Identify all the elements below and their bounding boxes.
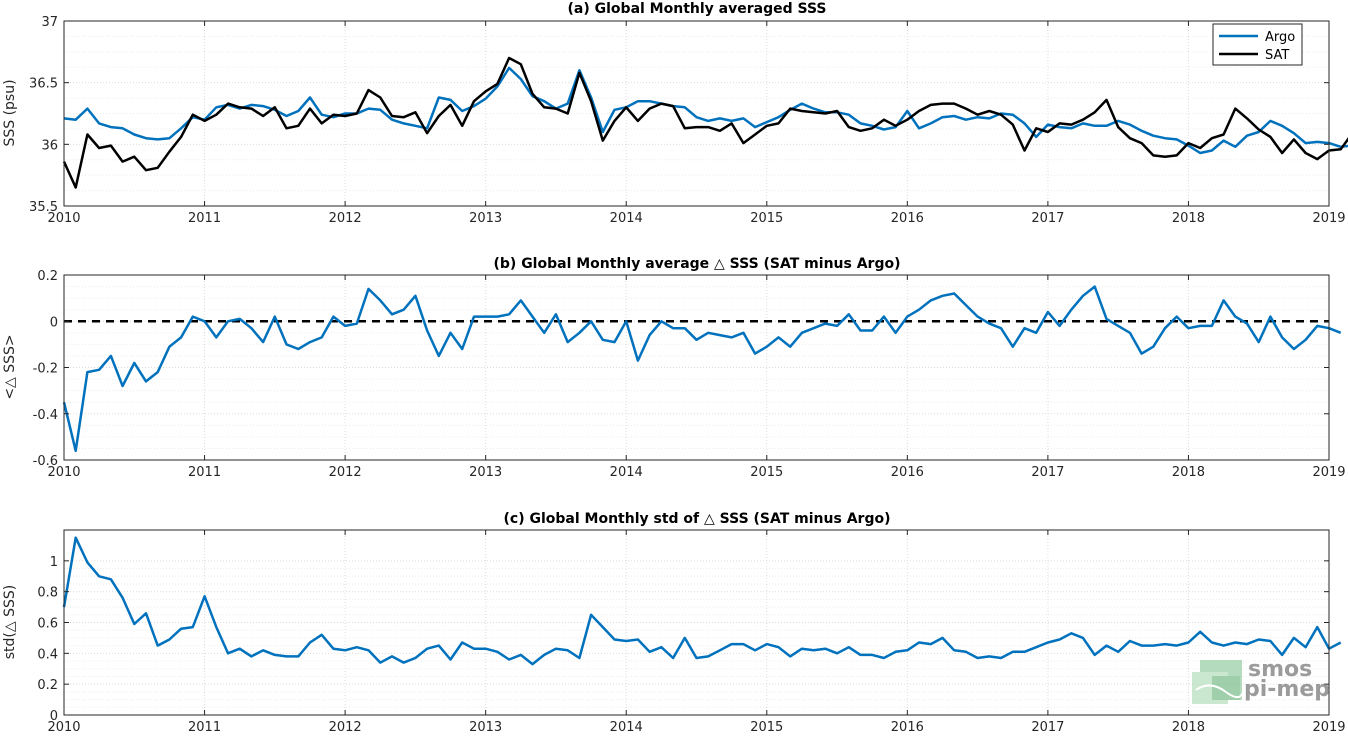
x-tick-label: 2018	[1172, 465, 1205, 480]
panel-b-ylabel: <△ SSS>	[2, 334, 18, 399]
panel-b-title: (b) Global Monthly average △ SSS (SAT mi…	[494, 256, 901, 272]
y-tick-label: -0.2	[33, 362, 58, 377]
y-tick-label: 0	[50, 315, 58, 330]
x-tick-label: 2018	[1172, 211, 1205, 226]
x-tick-label: 2013	[469, 720, 502, 735]
panel-b-series	[62, 285, 1342, 453]
x-tick-label: 2014	[610, 465, 643, 480]
x-tick-label: 2017	[1031, 465, 1064, 480]
series-line-argo	[63, 66, 1348, 155]
y-tick-label: -0.4	[33, 408, 58, 423]
x-tick-label: 2019	[1312, 720, 1345, 735]
panel-b-grid	[64, 275, 1329, 460]
panel-c-series	[62, 536, 1342, 666]
x-tick-label: 2012	[329, 465, 362, 480]
panel-c-ylabel: std(△ SSS)	[2, 585, 18, 659]
x-tick-label: 2014	[610, 720, 643, 735]
panel-a-series	[62, 56, 1348, 189]
x-tick-label: 2013	[469, 211, 502, 226]
watermark-line2: pi-mep	[1244, 677, 1330, 702]
smos-pi-mep-logo-icon	[1192, 660, 1245, 704]
x-tick-label: 2017	[1031, 720, 1064, 735]
x-tick-label: 2010	[47, 720, 80, 735]
panel-c-grid	[64, 530, 1329, 715]
x-tick-label: 2018	[1172, 720, 1205, 735]
series-line-sat	[62, 56, 1348, 189]
watermark-line1: smos	[1248, 657, 1312, 682]
legend-label-sat: SAT	[1265, 48, 1289, 63]
x-tick-label: 2015	[750, 465, 783, 480]
x-tick-label: 2016	[891, 720, 924, 735]
panel-c-ticks: 2010 2011 2012 2013 2014 2015 2016 2017 2018 2019…	[37, 530, 1346, 735]
x-tick-label: 2010	[47, 465, 80, 480]
x-tick-label: 2019	[1312, 465, 1345, 480]
panel-c-title: (c) Global Monthly std of △ SSS (SAT min…	[504, 511, 891, 527]
x-tick-label: 2017	[1031, 211, 1064, 226]
x-tick-label: 2015	[750, 211, 783, 226]
panel-a-legend: Argo SAT	[1212, 23, 1303, 66]
panel-a-title: (a) Global Monthly averaged SSS	[568, 1, 827, 17]
y-tick-label: 0.4	[37, 647, 58, 662]
x-tick-label: 2011	[188, 465, 221, 480]
y-tick-label: 0.8	[37, 586, 58, 601]
y-tick-label: 0.2	[37, 678, 58, 693]
panel-b-ticks: 2010 2011 2012 2013 2014 2015 2016 2017 2018 2019…	[33, 269, 1346, 480]
smos-pi-mep-watermark: smos pi-mep	[1192, 657, 1330, 704]
y-tick-label: 36.5	[29, 77, 58, 92]
x-tick-label: 2013	[469, 465, 502, 480]
panel-a-grid	[64, 21, 1329, 206]
panel-c-std-delta-sss: (c) Global Monthly std of △ SSS (SAT min…	[2, 511, 1346, 735]
series-line-delta-sss	[62, 536, 1342, 666]
panel-a-global-monthly-averaged-sss: (a) Global Monthly averaged SSS SSS (psu…	[2, 1, 1348, 226]
y-tick-label: 0	[50, 709, 58, 724]
x-tick-label: 2016	[891, 211, 924, 226]
y-tick-label: 36	[41, 138, 58, 153]
panel-a-ylabel: SSS (psu)	[2, 79, 18, 146]
x-tick-label: 2016	[891, 465, 924, 480]
x-tick-label: 2010	[47, 211, 80, 226]
y-tick-label: 35.5	[29, 200, 58, 215]
x-tick-label: 2011	[188, 720, 221, 735]
x-tick-label: 2015	[750, 720, 783, 735]
x-tick-label: 2014	[610, 211, 643, 226]
panel-a-ticks: 2010 2011 2012 2013 2014 2015 2016 2017 2018 2019…	[29, 15, 1346, 226]
y-tick-label: 0.6	[37, 617, 58, 632]
x-tick-label: 2011	[188, 211, 221, 226]
y-tick-label: -0.6	[33, 454, 58, 469]
y-tick-label: 1	[50, 555, 58, 570]
panel-b-average-delta-sss: (b) Global Monthly average △ SSS (SAT mi…	[2, 256, 1346, 480]
x-tick-label: 2012	[329, 211, 362, 226]
x-tick-label: 2019	[1312, 211, 1345, 226]
y-tick-label: 37	[41, 15, 58, 30]
legend-label-argo: Argo	[1265, 30, 1295, 45]
x-tick-label: 2012	[329, 720, 362, 735]
panel-a-axes-box	[63, 20, 1330, 207]
y-tick-label: 0.2	[37, 269, 58, 284]
series-line-delta-sss	[62, 285, 1342, 453]
